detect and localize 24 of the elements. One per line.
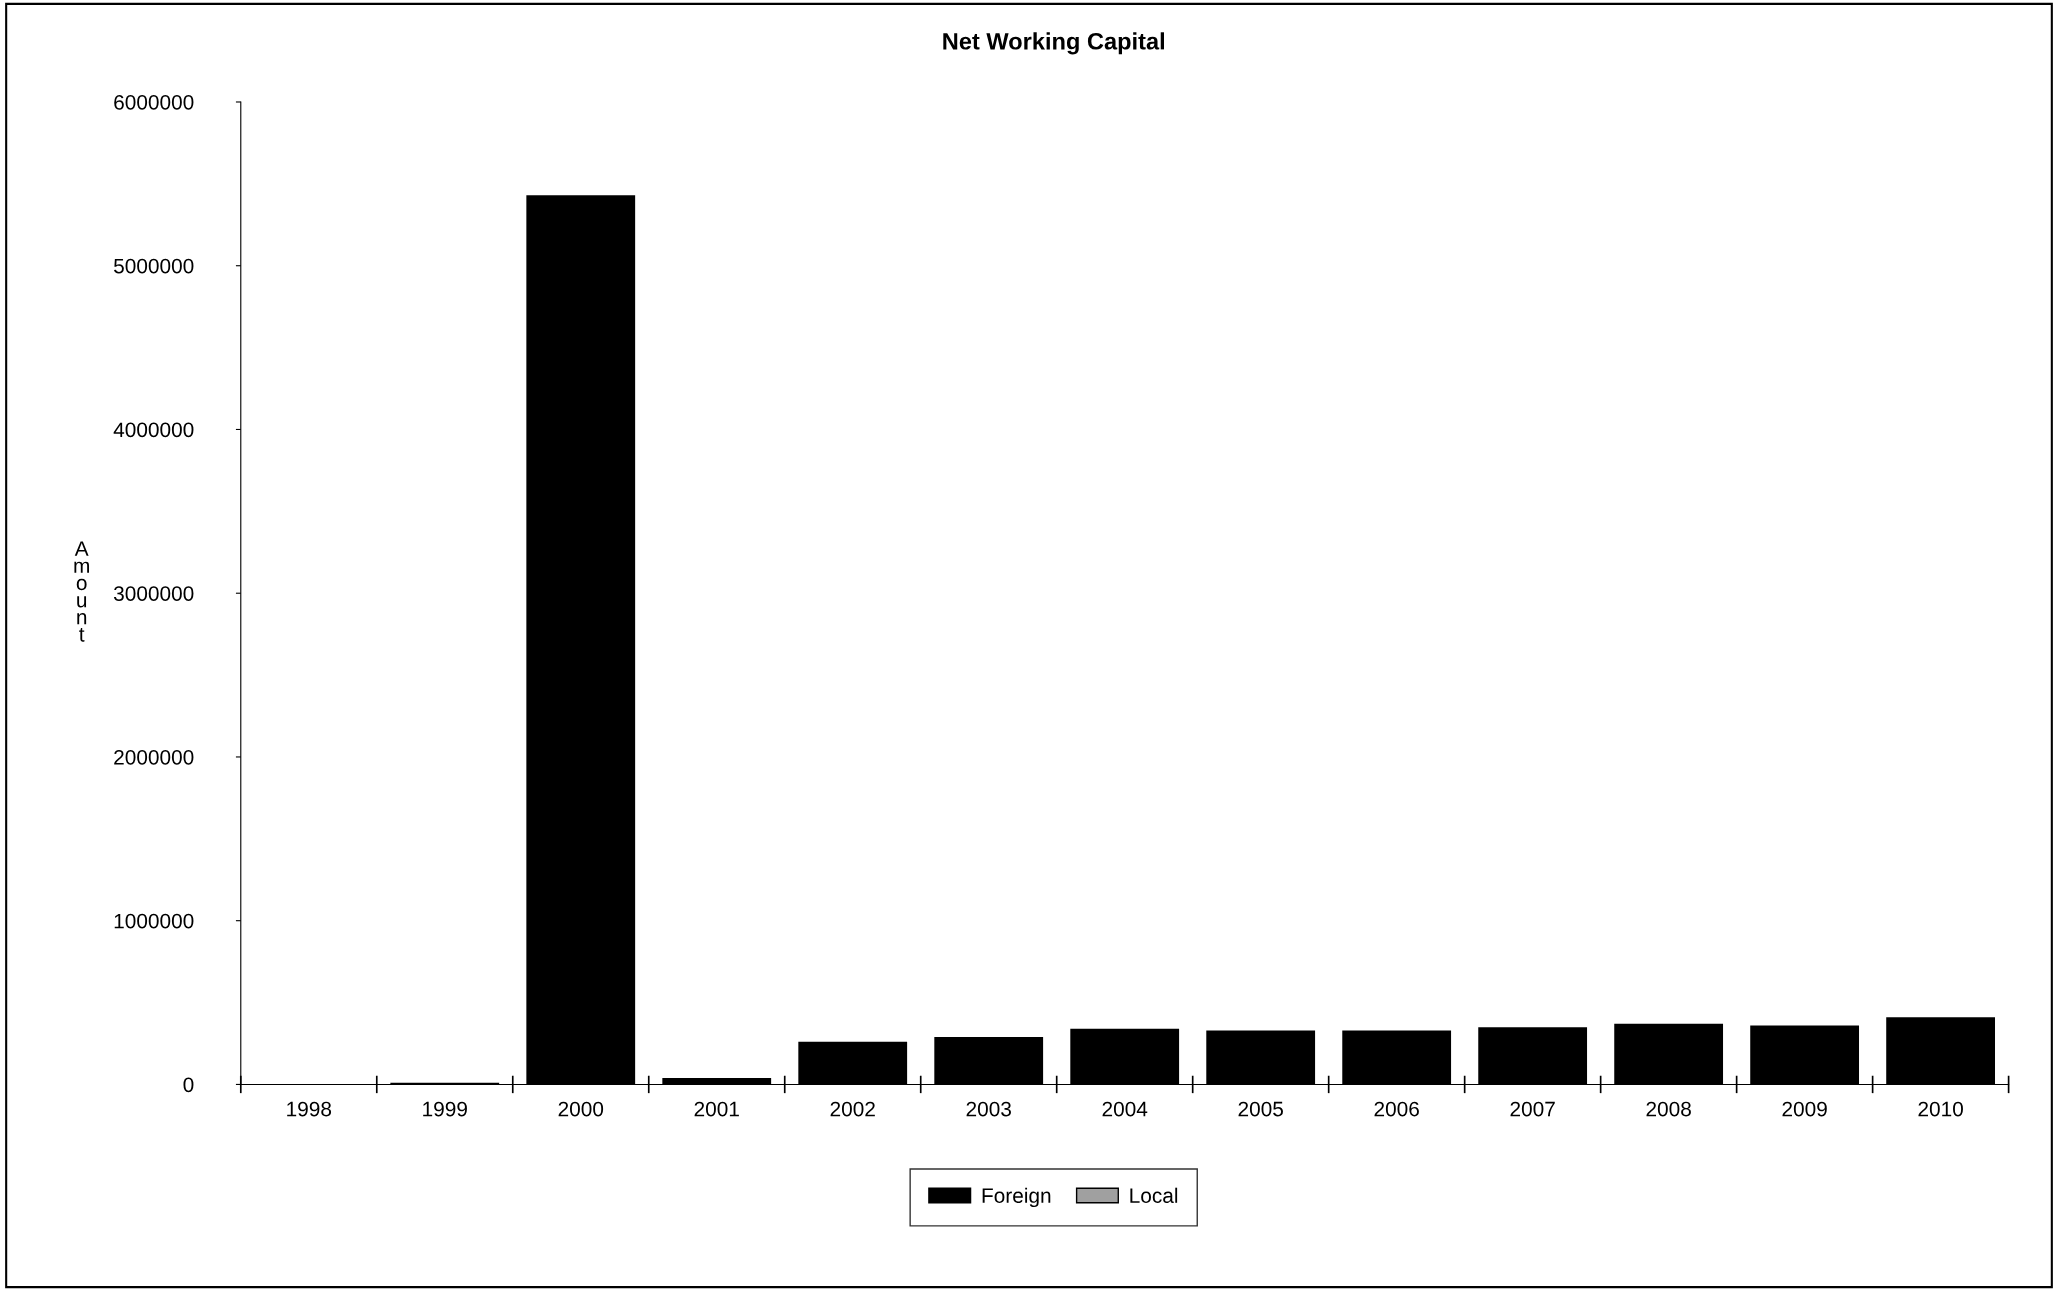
x-tick-label: 2006 (1374, 1101, 1419, 1117)
legend-label: Foreign (982, 1187, 1051, 1208)
y-tick-label: 4000000 (113, 422, 194, 438)
y-tick-label: 2000000 (114, 749, 194, 765)
y-axis-title: Amount (74, 541, 89, 642)
legend-label: Local (1130, 1187, 1178, 1203)
y-tick-label: 0 (183, 1077, 194, 1093)
x-tick-label: 2009 (1782, 1101, 1827, 1117)
x-tick-label: 2001 (694, 1101, 739, 1117)
y-tick-label: 6000000 (114, 94, 194, 110)
y-tick-label: 1000000 (114, 913, 194, 929)
x-tick-label: 1999 (423, 1101, 467, 1117)
y-tick-label: 5000000 (113, 258, 194, 274)
x-tick-label: 2005 (1238, 1101, 1283, 1117)
x-tick-label: 1998 (287, 1101, 332, 1117)
x-tick-label: 2003 (966, 1101, 1011, 1117)
x-tick-label: 2008 (1646, 1101, 1691, 1117)
chart-title: Net Working Capital (943, 32, 1164, 55)
x-tick-label: 2007 (1510, 1101, 1555, 1117)
x-tick-label: 2004 (1102, 1101, 1148, 1117)
x-tick-label: 2002 (830, 1101, 875, 1117)
y-tick-label: 3000000 (113, 586, 194, 601)
x-tick-label: 2000 (558, 1101, 604, 1117)
x-tick-label: 2010 (1918, 1101, 1963, 1117)
